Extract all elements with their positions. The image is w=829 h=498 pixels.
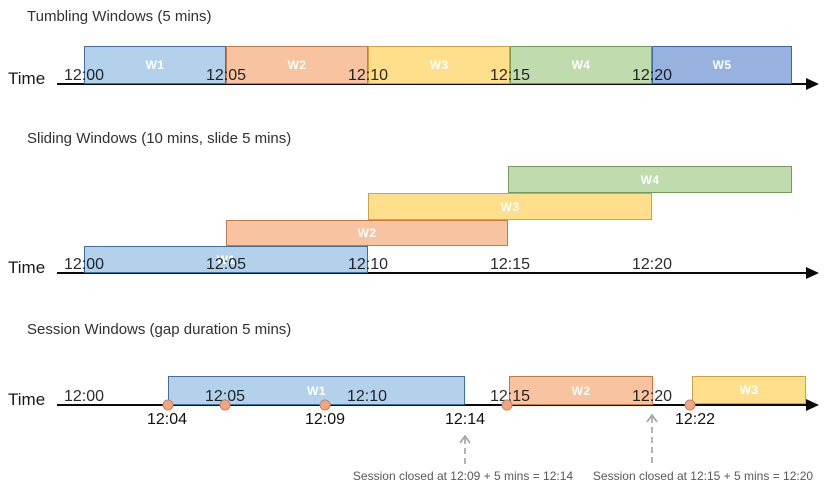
window-bar-w1: W1 [84,246,368,273]
axis-arrowhead-icon [806,267,819,279]
window-bar-w2: W2 [509,376,653,405]
window-label: W3 [500,199,520,214]
tick-label: 12:00 [63,67,105,84]
window-label: W2 [287,58,307,72]
event-dot [501,399,513,411]
window-label: W3 [429,58,449,72]
window-bar-w1: W1 [84,46,226,84]
time-axis-label: Time [8,258,46,277]
event-dot [319,399,331,411]
tick-label: 12:10 [347,256,389,273]
event-dot [162,399,174,411]
tick-label: 12:05 [205,67,247,84]
window-label: W2 [571,383,591,398]
tick-label: 12:20 [631,388,673,405]
window-label: W5 [712,58,732,72]
tick-label: 12:10 [346,388,388,405]
event-dot [684,399,696,411]
window-label: W1 [216,252,236,267]
section-title-session: Session Windows (gap duration 5 mins) [27,321,292,338]
dashed-up-arrow-icon [646,413,658,464]
window-bar-w3: W3 [368,193,652,220]
window-bar-w3: W3 [368,46,510,84]
event-time-label: 12:22 [674,411,716,428]
axis-arrowhead-icon [806,78,819,90]
window-bar-w4: W4 [510,46,652,84]
window-label: W1 [145,58,165,72]
event-time-label: 12:04 [146,411,188,428]
tick-label: 12:15 [489,256,531,273]
event-dot [219,399,231,411]
tick-label: 12:00 [63,256,105,273]
dashed-up-arrow-icon [459,434,471,464]
section-title-sliding: Sliding Windows (10 mins, slide 5 mins) [27,130,292,147]
window-bar-w5: W5 [652,46,792,84]
window-label: W4 [640,172,660,187]
window-label: W2 [357,226,377,240]
tick-label: 12:15 [489,388,531,405]
session-close-annotation: Session closed at 12:09 + 5 mins = 12:14 [352,469,574,483]
window-bar-w1: W1 [168,376,465,405]
tick-label: 12:05 [204,388,246,405]
time-axis [57,272,806,274]
event-time-label: 12:14 [444,411,486,428]
window-bar-w2: W2 [226,220,508,246]
axis-arrowhead-icon [806,399,819,411]
window-bar-w4: W4 [508,166,792,193]
window-bar-w3: W3 [692,376,806,404]
tick-label: 12:00 [63,388,105,405]
time-axis [57,404,806,406]
time-axis [57,83,806,85]
session-close-annotation: Session closed at 12:15 + 5 mins = 12:20 [592,469,814,483]
tick-label: 12:20 [631,256,673,273]
window-label: W1 [307,383,326,398]
time-axis-label: Time [8,390,46,409]
tick-label: 12:05 [205,256,247,273]
event-time-label: 12:09 [304,411,346,428]
tick-label: 12:15 [489,67,531,84]
window-label: W3 [739,383,759,397]
window-label: W4 [571,58,591,72]
tick-label: 12:20 [631,67,673,84]
tick-label: 12:10 [347,67,389,84]
time-axis-label: Time [8,69,46,88]
section-title-tumbling: Tumbling Windows (5 mins) [27,8,212,25]
window-bar-w2: W2 [226,46,368,84]
